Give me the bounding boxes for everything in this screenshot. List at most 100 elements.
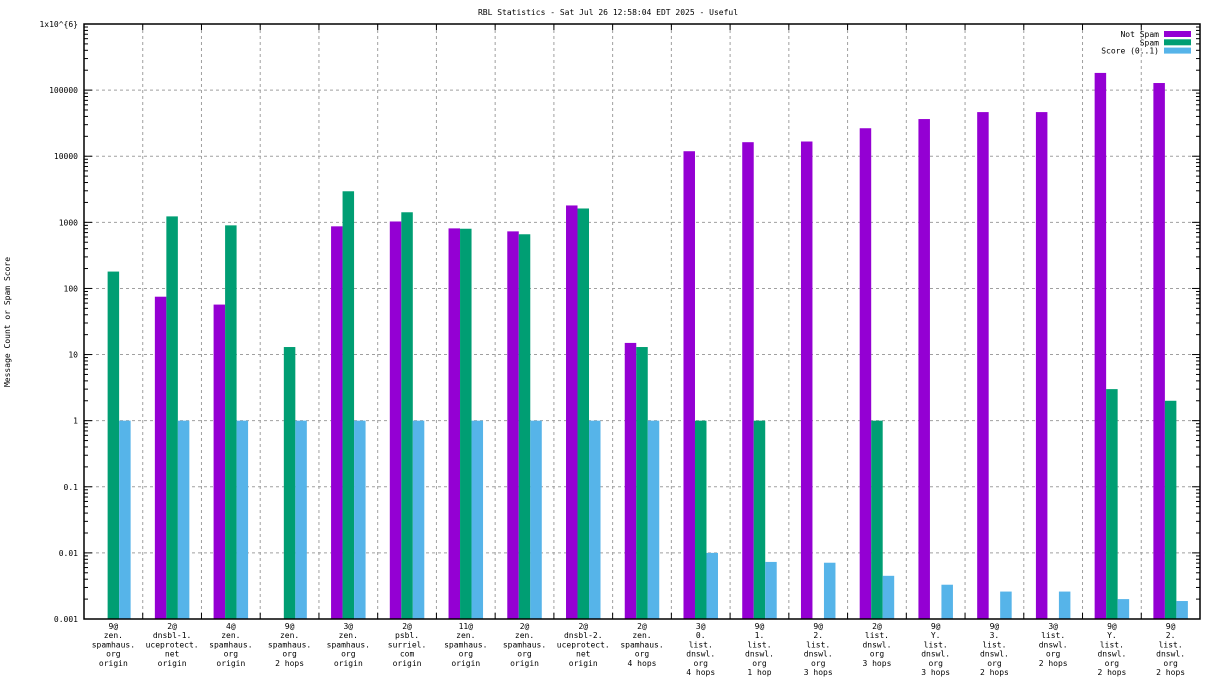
x-tick-label: origin [510, 659, 539, 668]
bar-not-spam-10 [683, 151, 695, 619]
x-tick-label: origin [334, 659, 363, 668]
bar-score--11 [765, 561, 777, 619]
bar-score--5 [412, 420, 425, 619]
x-tick-label: org [811, 659, 826, 668]
x-tick-label: org [928, 659, 943, 668]
bar-score--10 [706, 552, 718, 619]
y-tick-label: 0.01 [59, 549, 78, 558]
x-tick-label: 9@ [1166, 622, 1176, 631]
x-tick-label: org [282, 650, 297, 659]
bar-score--7 [530, 420, 542, 619]
x-tick-label: 2@ [637, 622, 647, 631]
bar-score--0 [119, 420, 131, 619]
x-tick-label: 9@ [1107, 622, 1117, 631]
x-tick-label: spamhaus. [268, 640, 311, 649]
x-tick-label: spamhaus. [503, 640, 546, 649]
x-tick-label: org [1163, 659, 1178, 668]
bar-score--9 [647, 420, 660, 619]
x-tick-label: 3. [990, 631, 1000, 640]
x-tick-label: dnswl. [1097, 650, 1126, 659]
x-tick-label: Y. [1107, 631, 1117, 640]
bar-score--1 [177, 420, 190, 619]
y-tick-label: 0.001 [54, 615, 78, 624]
x-tick-label: 9@ [931, 622, 941, 631]
bar-score--13 [882, 575, 895, 619]
x-tick-label: org [987, 659, 1002, 668]
x-tick-label: origin [158, 659, 187, 668]
bar-score--18 [1176, 601, 1188, 619]
x-tick-label: dnswl. [745, 650, 774, 659]
bar-not-spam-13 [859, 128, 872, 619]
x-tick-label: zen. [221, 631, 240, 640]
x-tick-label: list. [982, 640, 1006, 649]
x-tick-label: dnswl. [1039, 640, 1068, 649]
x-tick-label: zen. [280, 631, 299, 640]
x-tick-label: 3@ [343, 622, 353, 631]
x-tick-label: 2@ [520, 622, 530, 631]
bar-not-spam-6 [448, 228, 461, 619]
x-tick-label: spamhaus. [444, 640, 487, 649]
bar-spam-2 [225, 225, 237, 620]
x-tick-label: dnswl. [980, 650, 1009, 659]
x-tick-label: spamhaus. [209, 640, 252, 649]
x-tick-label: spamhaus. [327, 640, 370, 649]
x-tick-label: spamhaus. [620, 640, 663, 649]
x-tick-label: list. [1159, 640, 1183, 649]
x-tick-label: zen. [456, 631, 475, 640]
y-tick-label: 1 [73, 417, 78, 426]
bar-score--14 [941, 584, 953, 619]
legend-swatch [1164, 31, 1191, 37]
plot-border [83, 23, 1201, 620]
x-tick-label: org [870, 650, 885, 659]
x-tick-label: org [517, 650, 532, 659]
x-tick-label: org [341, 650, 356, 659]
x-tick-label: org [459, 650, 474, 659]
x-tick-label: list. [689, 640, 713, 649]
x-tick-label: zen. [632, 631, 651, 640]
x-tick-label: zen. [515, 631, 534, 640]
legend-label: Spam [1140, 38, 1159, 47]
bar-spam-4 [342, 191, 355, 619]
x-tick-label: surriel. [388, 640, 427, 649]
chart-title: RBL Statistics - Sat Jul 26 12:58:04 EDT… [478, 8, 738, 17]
x-tick-label: dnswl. [862, 640, 891, 649]
x-tick-label: org [1105, 659, 1120, 668]
x-tick-label: list. [806, 640, 830, 649]
x-tick-label: 2@ [578, 622, 588, 631]
bar-not-spam-7 [507, 231, 519, 620]
bar-spam-1 [166, 216, 178, 620]
bar-not-spam-12 [800, 141, 813, 620]
y-tick-label: 0.1 [64, 483, 79, 492]
x-tick-label: org [224, 650, 239, 659]
bar-score--6 [471, 420, 484, 619]
x-tick-label: 3 hops [862, 659, 891, 668]
x-tick-label: origin [569, 659, 598, 668]
x-tick-label: 2. [813, 631, 823, 640]
x-tick-label: dnswl. [804, 650, 833, 659]
x-tick-label: com [400, 650, 415, 659]
x-tick-label: list. [1100, 640, 1124, 649]
x-tick-label: uceprotect. [146, 640, 199, 649]
bar-score--2 [236, 420, 249, 619]
x-tick-label: 1 hop [747, 668, 771, 677]
bar-not-spam-16 [1035, 112, 1048, 620]
y-tick-label: 1x10^{6} [39, 20, 78, 29]
x-tick-label: 2 hops [980, 668, 1009, 677]
y-tick-label: 1000 [59, 218, 78, 227]
x-tick-label: zen. [104, 631, 123, 640]
x-tick-label: list. [1041, 631, 1065, 640]
x-tick-label: dnswl. [686, 650, 715, 659]
bar-not-spam-9 [624, 342, 637, 619]
bar-score--4 [354, 420, 366, 619]
y-tick-label: 10000 [54, 152, 78, 161]
x-tick-label: 9@ [990, 622, 1000, 631]
x-tick-label: origin [393, 659, 422, 668]
x-tick-label: 4@ [226, 622, 236, 631]
bar-score--17 [1117, 599, 1130, 619]
bar-spam-6 [460, 228, 472, 619]
x-tick-label: dnswl. [921, 650, 950, 659]
x-tick-label: Y. [931, 631, 941, 640]
x-tick-label: 2 hops [1039, 659, 1068, 668]
